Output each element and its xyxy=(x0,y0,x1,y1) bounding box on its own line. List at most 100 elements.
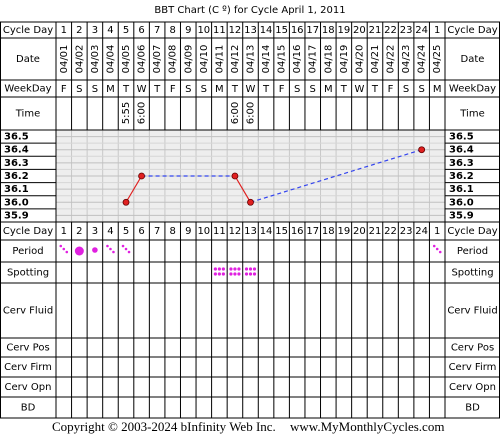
date: 04/15 xyxy=(277,45,288,74)
cycle-day: 10 xyxy=(197,25,210,36)
cycle-day: 6 xyxy=(138,25,144,36)
cycle-day: 16 xyxy=(291,25,304,36)
period-dot xyxy=(121,244,125,248)
spotting-dot xyxy=(237,267,241,271)
temp-point xyxy=(138,172,145,180)
temp-point xyxy=(418,146,426,154)
date: 04/14 xyxy=(261,45,272,74)
period-dot xyxy=(109,247,112,251)
spotting-dot xyxy=(244,267,249,271)
date: 04/17 xyxy=(308,45,319,74)
date: 04/18 xyxy=(323,45,334,74)
cycle-day: 11 xyxy=(213,226,226,237)
weekday: S xyxy=(403,84,409,95)
period-dot xyxy=(59,244,63,248)
date: 04/08 xyxy=(168,45,179,74)
spotting-dot xyxy=(244,272,249,276)
weekday: M xyxy=(106,84,115,95)
weekday: T xyxy=(371,84,379,95)
weekday: S xyxy=(418,84,424,95)
weekday: M xyxy=(215,84,224,95)
weekday: T xyxy=(231,84,239,95)
cycle-day: 22 xyxy=(384,226,397,237)
date: 04/19 xyxy=(339,45,350,74)
spotting-dot xyxy=(233,267,237,271)
date: 04/22 xyxy=(386,45,397,74)
date: 04/07 xyxy=(152,45,163,74)
row-label-right: Cycle Day xyxy=(447,226,497,237)
chart-title: BBT Chart (C º) for Cycle April 1, 2011 xyxy=(154,5,345,16)
cycle-day: 1 xyxy=(434,226,440,237)
y-tick-label: 35.9 xyxy=(4,210,29,221)
temp-connector xyxy=(234,175,252,203)
time: 6:00 xyxy=(246,102,257,124)
date: 04/09 xyxy=(183,45,194,74)
weekday: S xyxy=(76,84,82,95)
period-medium xyxy=(92,247,98,253)
cycle-day: 13 xyxy=(244,25,257,36)
date: 04/23 xyxy=(401,45,412,74)
row-label-right: Cerv Fluid xyxy=(447,306,497,317)
date: 04/03 xyxy=(90,45,101,74)
row-label-right: WeekDay xyxy=(449,84,496,95)
cycle-day: 9 xyxy=(185,25,191,36)
cycle-day: 10 xyxy=(197,226,210,237)
spotting-dot xyxy=(233,272,237,276)
date: 04/10 xyxy=(199,45,210,74)
temp-connector xyxy=(250,149,422,203)
row-label: Period xyxy=(12,246,43,257)
row-label: BD xyxy=(21,403,36,414)
cycle-day: 3 xyxy=(92,25,98,36)
cycle-day: 20 xyxy=(353,25,366,36)
weekday: T xyxy=(340,84,348,95)
date: 04/25 xyxy=(432,45,443,74)
cycle-day: 9 xyxy=(185,226,191,237)
weekday: S xyxy=(92,84,98,95)
date: 04/04 xyxy=(105,45,116,74)
date: 04/21 xyxy=(370,45,381,74)
row-label-right: Cycle Day xyxy=(447,25,497,36)
row-label: Date xyxy=(16,54,40,65)
weekday: S xyxy=(185,84,191,95)
row-label: Cycle Day xyxy=(3,226,53,237)
row-label: WeekDay xyxy=(4,84,51,95)
weekday: W xyxy=(246,84,256,95)
row-label-right: Cerv Firm xyxy=(449,362,497,373)
spotting-dot xyxy=(221,272,225,276)
cycle-day: 8 xyxy=(170,25,176,36)
weekday: F xyxy=(279,84,285,95)
spotting-dot xyxy=(248,272,253,276)
cycle-day: 5 xyxy=(123,25,129,36)
cycle-day: 7 xyxy=(154,226,160,237)
row-label-right: Date xyxy=(461,54,485,65)
cycle-day: 11 xyxy=(213,25,226,36)
spotting-dot xyxy=(229,272,233,276)
date: 04/13 xyxy=(246,45,257,74)
spotting-dot xyxy=(213,272,217,276)
date: 04/16 xyxy=(292,45,303,74)
cycle-day: 18 xyxy=(322,226,335,237)
row-label: Time xyxy=(15,109,40,120)
period-dot xyxy=(432,244,436,248)
date: 04/05 xyxy=(121,45,132,74)
spotting-dot xyxy=(221,267,225,271)
period-dot xyxy=(65,250,69,254)
cycle-day: 5 xyxy=(123,226,129,237)
site-url: www.MyMonthlyCycles.com xyxy=(290,419,444,434)
cycle-day: 14 xyxy=(260,25,273,36)
spotting-dot xyxy=(217,267,221,271)
cycle-day: 18 xyxy=(322,25,335,36)
spotting-dot xyxy=(229,267,233,271)
cycle-day: 15 xyxy=(275,25,288,36)
row-label: Cerv Pos xyxy=(6,343,49,354)
weekday: W xyxy=(354,84,364,95)
cycle-day: 16 xyxy=(291,226,304,237)
weekday: W xyxy=(137,84,147,95)
row-label-right: Cerv Opn xyxy=(449,382,496,393)
time: 5:55 xyxy=(121,102,132,124)
period-dot xyxy=(438,250,442,254)
row-label-right: Spotting xyxy=(451,268,493,279)
period-dot xyxy=(127,250,131,254)
spotting-dot xyxy=(213,267,217,271)
